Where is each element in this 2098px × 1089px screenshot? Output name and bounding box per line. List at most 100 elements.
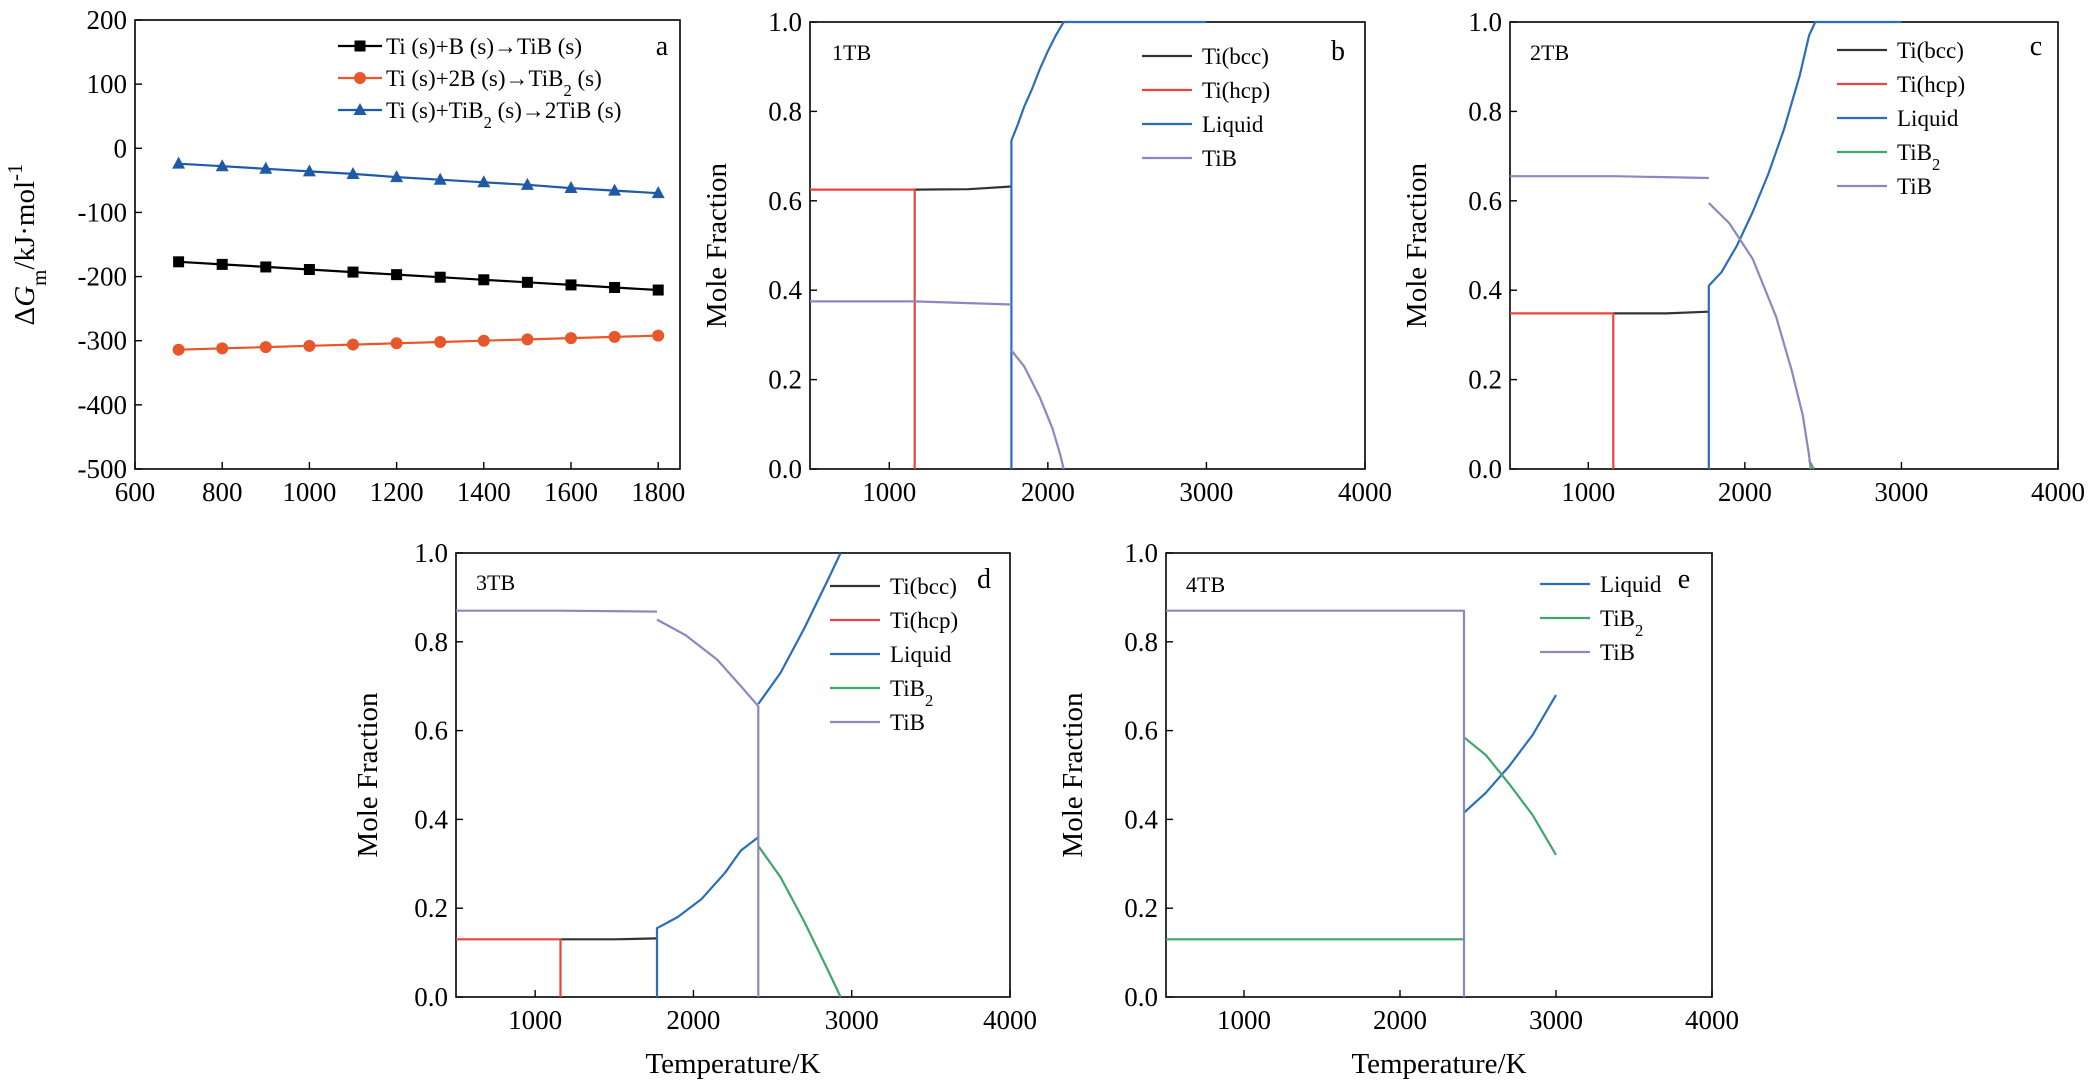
text-part: Ti(hcp) bbox=[890, 608, 958, 633]
x-tick-label: 2000 bbox=[1021, 477, 1075, 507]
data-point-ti-s-2b-s-tib2-s bbox=[477, 334, 490, 347]
y-tick-label: 0.2 bbox=[1124, 893, 1158, 923]
y-tick-label: 0.8 bbox=[1124, 627, 1158, 657]
text-part: Ti (s)+TiB bbox=[386, 98, 484, 123]
text-part: Ti (s)+2B (s)→TiB bbox=[386, 66, 563, 91]
legend-marker bbox=[353, 103, 367, 115]
x-tick-label: 1400 bbox=[457, 477, 511, 507]
legend-label: TiB2 bbox=[1600, 606, 1643, 640]
series-line-ti-hcp bbox=[456, 938, 562, 997]
x-tick-label: 4000 bbox=[1338, 477, 1392, 507]
y-tick-label: 0.8 bbox=[768, 96, 802, 126]
x-tick-label: 1000 bbox=[1561, 477, 1615, 507]
sample-label: 1TB bbox=[832, 40, 871, 65]
y-tick-label: 1.0 bbox=[768, 7, 802, 37]
text-part: Liquid bbox=[1600, 572, 1662, 597]
data-point-ti-s-tib2-s-2tib-s bbox=[346, 166, 360, 179]
panel-letter: a bbox=[656, 31, 669, 62]
text-part: Ti (s)+B (s)→TiB (s) bbox=[386, 34, 582, 59]
series-line-tib bbox=[810, 300, 1012, 306]
legend-label: Liquid bbox=[1600, 572, 1662, 597]
text-part: TiB bbox=[1897, 174, 1932, 199]
text-part: Ti(hcp) bbox=[1202, 78, 1270, 103]
data-point-ti-s-2b-s-tib2-s bbox=[608, 330, 621, 343]
series-line-liquid bbox=[1463, 694, 1557, 814]
y-tick-label: 100 bbox=[87, 69, 128, 99]
series-line-ti-s-b-s-tib-s bbox=[178, 260, 659, 292]
series-line-liquid bbox=[1010, 20, 1207, 469]
data-point-ti-s-tib2-s-2tib-s bbox=[259, 161, 273, 174]
x-tick-label: 2000 bbox=[1373, 1005, 1427, 1035]
text-part: Ti(hcp) bbox=[1897, 72, 1965, 97]
series-line-liquid bbox=[757, 552, 842, 705]
text-part: Liquid bbox=[890, 642, 952, 667]
text-part: 2 bbox=[925, 691, 933, 710]
data-point-ti-s-2b-s-tib2-s bbox=[259, 341, 272, 354]
text-part: 2 bbox=[563, 81, 571, 100]
y-tick-label: 0.8 bbox=[414, 627, 448, 657]
legend-label: TiB2 bbox=[1897, 140, 1940, 174]
data-point-ti-s-b-s-tib-s bbox=[609, 281, 621, 293]
x-tick-label: 4000 bbox=[983, 1005, 1037, 1035]
text-part: TiB bbox=[1202, 146, 1237, 171]
x-tick-label: 3000 bbox=[1874, 477, 1928, 507]
y-tick-label: 0.6 bbox=[414, 716, 448, 746]
data-point-ti-s-2b-s-tib2-s bbox=[216, 342, 229, 355]
legend-label: Ti(hcp) bbox=[890, 608, 958, 633]
data-point-ti-s-tib2-s-2tib-s bbox=[215, 159, 229, 172]
x-axis-title: Temperature/K bbox=[1351, 1048, 1526, 1080]
data-point-ti-s-2b-s-tib2-s bbox=[172, 343, 185, 356]
legend-label: Ti (s)+2B (s)→TiB2 (s) bbox=[386, 66, 602, 100]
legend-label: Ti(hcp) bbox=[1202, 78, 1270, 103]
series-line-tib bbox=[1708, 202, 1812, 470]
data-point-ti-s-b-s-tib-s bbox=[652, 284, 664, 296]
data-point-ti-s-2b-s-tib2-s bbox=[565, 332, 577, 345]
data-point-ti-s-2b-s-tib2-s bbox=[434, 335, 447, 348]
series-line-tib bbox=[1010, 349, 1065, 470]
legend-label: Liquid bbox=[1202, 112, 1264, 137]
series-group bbox=[456, 552, 842, 998]
plot-frame bbox=[1509, 21, 2059, 470]
y-tick-label: 200 bbox=[87, 5, 128, 35]
data-point-ti-s-tib2-s-2tib-s bbox=[564, 181, 578, 194]
y-tick-label: -400 bbox=[78, 390, 128, 420]
y-tick-label: 0.0 bbox=[414, 982, 448, 1012]
legend-label: TiB bbox=[1202, 146, 1237, 171]
data-point-ti-s-b-s-tib-s bbox=[216, 258, 228, 270]
text-part: (s)→2TiB (s) bbox=[492, 98, 622, 123]
chart-panel-b: 1000 2000 3000 4000 0.0 0.2 0.4 0.6 0.8 1.0 Mole F… bbox=[701, 7, 1392, 507]
series-line-tib2 bbox=[1463, 736, 1557, 856]
y-tick-label: 0.4 bbox=[414, 804, 448, 834]
panel-letter: c bbox=[2030, 31, 2042, 62]
y-axis-title: Mole Fraction bbox=[352, 692, 384, 858]
y-tick-label: -500 bbox=[78, 454, 128, 484]
sample-label: 2TB bbox=[1530, 40, 1569, 65]
legend-label: TiB bbox=[890, 710, 925, 735]
panel-letter: b bbox=[1331, 36, 1345, 67]
x-tick-label: 1000 bbox=[1217, 1005, 1271, 1035]
x-tick-label: 1200 bbox=[370, 477, 424, 507]
y-tick-label: 0.2 bbox=[1468, 365, 1502, 395]
legend-label: Ti(bcc) bbox=[1897, 38, 1964, 63]
series-line-tib bbox=[1510, 175, 1709, 180]
y-axis-title: Mole Fraction bbox=[1057, 692, 1089, 858]
y-tick-label: 0.6 bbox=[1468, 186, 1502, 216]
x-tick-label: 3000 bbox=[1529, 1005, 1583, 1035]
x-tick-label: 3000 bbox=[825, 1005, 879, 1035]
plot-frame bbox=[455, 552, 1011, 998]
text-part: Ti(bcc) bbox=[1897, 38, 1964, 63]
text-part: 2 bbox=[484, 113, 492, 132]
data-point-ti-s-b-s-tib-s bbox=[347, 266, 359, 278]
text-part: TiB bbox=[1600, 606, 1635, 631]
series-line-ti-bcc bbox=[914, 185, 1012, 191]
x-tick-label: 4000 bbox=[1685, 1005, 1739, 1035]
y-tick-label: 0.2 bbox=[768, 365, 802, 395]
x-tick-label: 1000 bbox=[862, 477, 916, 507]
y-tick-label: 0.0 bbox=[768, 454, 802, 484]
y-tick-label: 0.6 bbox=[768, 186, 802, 216]
plot-frame bbox=[134, 19, 681, 470]
y-tick-label: 0.0 bbox=[1468, 454, 1502, 484]
x-tick-label: 3000 bbox=[1179, 477, 1233, 507]
x-tick-label: 2000 bbox=[1718, 477, 1772, 507]
series-group bbox=[1510, 20, 1902, 470]
